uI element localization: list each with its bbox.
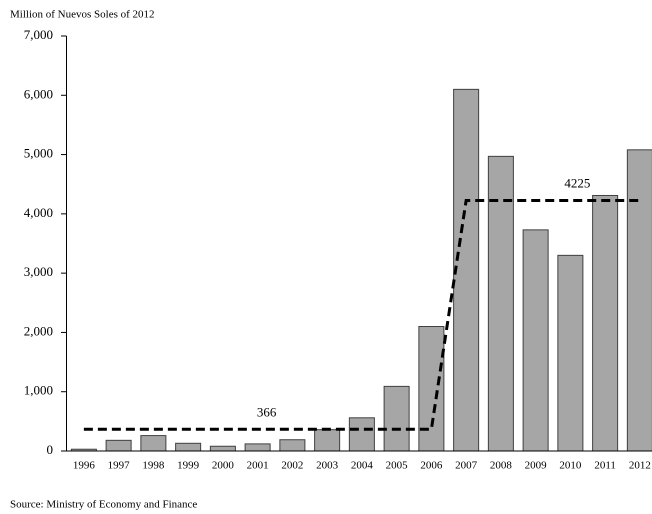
x-tick-label: 2009	[525, 460, 548, 472]
y-tick-label: 5,000	[24, 146, 53, 161]
y-tick-label: 2,000	[24, 323, 53, 338]
bar	[105, 439, 132, 452]
y-tick-label: 6,000	[24, 86, 53, 101]
x-tick-label: 1998	[142, 460, 165, 472]
bar	[175, 442, 202, 452]
chart-title: Million of Nuevos Soles of 2012	[10, 9, 155, 21]
average-line	[83, 199, 640, 431]
source-note: Source: Ministry of Economy and Finance	[10, 499, 197, 511]
bar	[453, 88, 480, 452]
x-tick-label: 2000	[212, 460, 235, 472]
bar	[592, 194, 619, 452]
y-tick-label: 7,000	[24, 27, 53, 42]
bar	[314, 429, 341, 452]
x-tick-label: 2002	[281, 460, 303, 472]
x-tick-label: 2006	[420, 460, 443, 472]
y-tick-label: 1,000	[24, 383, 53, 398]
x-tick-label: 2001	[247, 460, 269, 472]
average-label: 4225	[564, 176, 590, 191]
x-tick-label: 2011	[594, 460, 616, 472]
x-tick-label: 1996	[73, 460, 96, 472]
x-tick-label: 1999	[177, 460, 200, 472]
bar	[626, 149, 652, 452]
x-tick-label: 2012	[629, 460, 651, 472]
x-tick-label: 1997	[108, 460, 131, 472]
y-tick-label: 3,000	[24, 264, 53, 279]
x-tick-label: 2005	[386, 460, 409, 472]
y-tick-label: 0	[47, 442, 54, 457]
bar	[522, 229, 549, 452]
x-tick-label: 2010	[559, 460, 582, 472]
y-tick-label: 4,000	[24, 205, 53, 220]
x-tick-label: 2003	[316, 460, 339, 472]
bar	[418, 326, 445, 452]
x-tick-label: 2007	[455, 460, 478, 472]
bar	[244, 443, 271, 452]
bar	[140, 435, 167, 452]
x-tick-label: 2004	[351, 460, 374, 472]
bar	[209, 445, 236, 452]
average-label: 366	[257, 404, 277, 419]
x-tick-label: 2008	[490, 460, 513, 472]
bar	[557, 254, 584, 452]
bar	[279, 439, 306, 452]
bar	[348, 417, 375, 452]
bar	[383, 385, 410, 452]
